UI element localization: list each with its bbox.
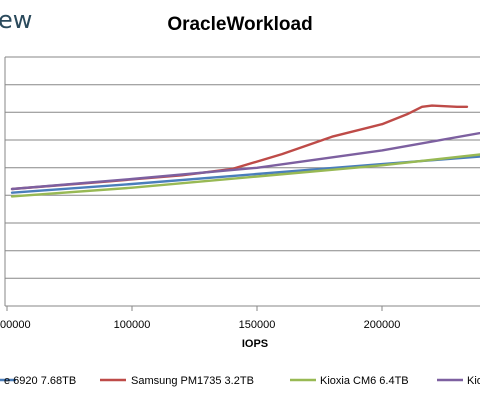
series-line-4 <box>10 131 480 191</box>
legend-label-1: e 6920 7.68TB <box>4 375 76 387</box>
x-axis-label: IOPS <box>241 338 269 350</box>
chart-title: OracleWorkload <box>167 14 313 35</box>
legend-label-4: Kio <box>467 375 480 387</box>
series-line-3 <box>10 153 480 198</box>
x-tick-label: 150000 <box>239 319 276 331</box>
series-line-1 <box>10 155 480 194</box>
legend-label-2: Samsung PM1735 3.2TB <box>131 375 254 387</box>
x-tick-label: 100000 <box>114 319 151 331</box>
brand-logo: ew <box>0 6 33 34</box>
legend-label-3: Kioxia CM6 6.4TB <box>320 375 409 387</box>
x-tick-label: 00000 <box>0 319 31 331</box>
x-tick-label: 200000 <box>364 319 401 331</box>
